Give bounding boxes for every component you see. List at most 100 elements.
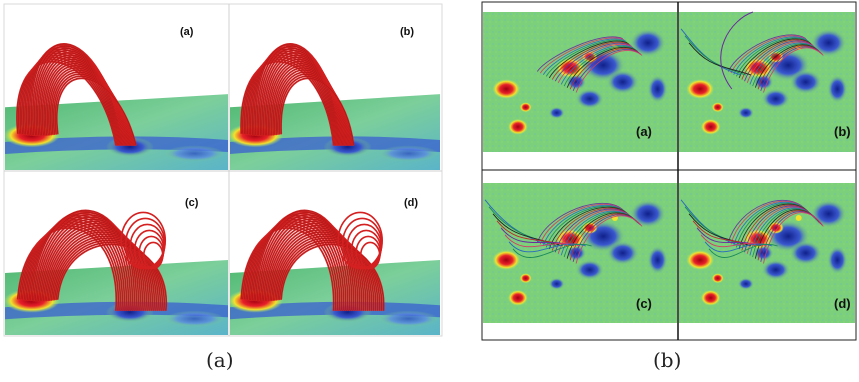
right-panel-d	[679, 183, 855, 323]
right-panel-label-c: (c)	[636, 296, 652, 311]
left-figure	[3, 3, 443, 337]
field-line	[256, 211, 355, 312]
positive-polarity-region	[686, 79, 715, 99]
right-panel-label-b: (b)	[834, 124, 851, 139]
positive-polarity-region	[700, 118, 721, 135]
negative-polarity-region	[647, 246, 668, 274]
positive-polarity-region	[686, 250, 715, 270]
projected-field-line	[551, 41, 631, 80]
projected-field-line	[763, 47, 824, 93]
weak-polarity-region	[378, 310, 439, 327]
positive-polarity-region	[700, 289, 721, 306]
projected-field-line	[730, 35, 808, 74]
positive-polarity-region	[492, 79, 521, 99]
projected-field-line	[560, 44, 635, 85]
projected-field-line	[536, 36, 623, 72]
caption-left: (a)	[206, 348, 234, 372]
field-line-shade	[280, 78, 354, 145]
field-line-shade	[55, 242, 165, 311]
field-line-shade	[280, 244, 384, 311]
positive-polarity-region	[711, 273, 724, 284]
projected-field-line	[733, 36, 809, 75]
projected-field-line	[763, 212, 824, 264]
projected-field-line	[566, 46, 638, 88]
open-field-line	[512, 243, 592, 258]
field-line-shade	[57, 244, 167, 311]
projected-field-line	[575, 49, 643, 93]
right-panel-b	[679, 11, 855, 152]
open-field-line	[684, 35, 747, 76]
left-panel-c	[5, 209, 228, 335]
positive-polarity-region	[507, 289, 528, 306]
field-line	[254, 209, 353, 312]
positive-polarity-region	[711, 102, 724, 113]
open-field-line	[708, 243, 778, 258]
negative-polarity-region	[789, 241, 822, 265]
negative-polarity-region	[575, 88, 604, 109]
projected-field-line	[563, 45, 637, 87]
negative-polarity-region	[810, 28, 847, 57]
right-panel-label-a: (a)	[636, 124, 652, 139]
left-panel-label-c: (c)	[185, 197, 199, 209]
negative-polarity-region	[606, 70, 639, 94]
positive-polarity-region	[507, 118, 528, 135]
projected-field-line	[744, 40, 815, 82]
projected-field-line	[542, 38, 626, 75]
left-panel-b	[230, 43, 440, 170]
field-line	[251, 212, 349, 312]
negative-polarity-region	[761, 259, 790, 280]
positive-polarity-region	[492, 250, 521, 270]
negative-polarity-region	[606, 241, 639, 265]
negative-polarity-region	[737, 106, 754, 119]
negative-polarity-region	[575, 259, 604, 280]
open-field-line	[488, 206, 557, 247]
projected-field-line	[738, 38, 812, 79]
field-line-shade	[272, 233, 374, 311]
open-field-line	[684, 206, 747, 247]
field-line	[31, 209, 136, 312]
projected-field-line	[554, 42, 632, 82]
projected-field-line	[572, 48, 641, 92]
negative-polarity-region	[789, 70, 822, 94]
right-panel-c	[483, 183, 677, 323]
negative-polarity-region	[753, 74, 774, 90]
projected-field-line	[741, 39, 813, 80]
right-figure	[481, 1, 857, 341]
negative-polarity-region	[827, 75, 848, 103]
field-line	[34, 214, 140, 312]
negative-polarity-region	[827, 246, 848, 274]
positive-polarity-region	[519, 273, 532, 284]
field-line-shade	[274, 235, 376, 311]
projected-field-line	[545, 39, 628, 77]
projected-field-line	[548, 40, 629, 79]
left-panel-label-a: (a)	[180, 26, 194, 38]
left-panel-label-d: (d)	[404, 197, 419, 209]
field-line	[257, 214, 357, 312]
positive-polarity-region	[519, 102, 532, 113]
projected-field-line	[557, 43, 634, 83]
left-panel-a	[5, 43, 228, 170]
weak-polarity-region	[164, 145, 225, 162]
right-panel-label-d: (d)	[834, 296, 851, 311]
right-panel-a	[483, 12, 677, 152]
projected-field-line	[569, 47, 640, 90]
projected-field-line	[735, 37, 811, 77]
field-line-shade	[276, 238, 378, 311]
open-field-line	[484, 199, 552, 247]
weak-polarity-region	[378, 145, 439, 162]
field-line-shade	[54, 240, 163, 311]
twisted-loop	[359, 241, 381, 270]
field-line-shade	[277, 240, 380, 311]
yellow-footpoint	[795, 215, 802, 221]
negative-polarity-region	[629, 28, 666, 57]
field-line-shade	[52, 238, 161, 311]
projected-field-line	[575, 215, 643, 264]
open-field-line	[688, 42, 752, 76]
projected-field-line	[727, 34, 806, 72]
projected-field-line	[539, 37, 625, 74]
negative-polarity-region	[629, 199, 666, 228]
open-field-line	[492, 213, 563, 247]
negative-polarity-region	[647, 75, 668, 103]
negative-polarity-region	[737, 277, 754, 290]
